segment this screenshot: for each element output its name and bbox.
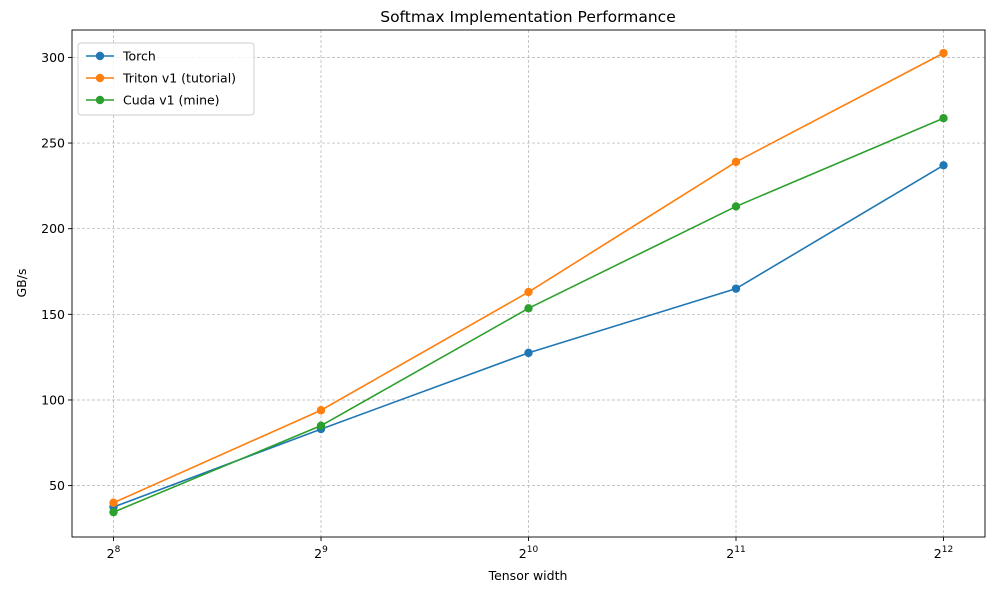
data-point	[939, 114, 948, 123]
chart-title: Softmax Implementation Performance	[380, 8, 676, 26]
y-tick-label: 50	[49, 478, 65, 493]
x-tick-label: 210	[519, 545, 539, 561]
x-tick-label: 29	[314, 545, 328, 561]
y-tick-label: 100	[41, 392, 65, 407]
y-tick-label: 150	[41, 307, 65, 322]
legend-swatch-marker	[95, 95, 105, 105]
grid-lines	[72, 30, 985, 537]
data-point	[731, 157, 741, 167]
y-tick-label: 300	[41, 50, 65, 65]
legend: Torch Triton v1 (tutorial) Cuda v1 (mine)	[77, 42, 255, 116]
series-lines	[109, 48, 948, 517]
data-point	[524, 304, 533, 313]
series-triton-v1-tutorial	[109, 48, 948, 507]
legend-label: Torch	[122, 49, 156, 64]
x-tick-label: 211	[726, 545, 745, 561]
x-tick-label: 212	[934, 545, 953, 561]
data-point	[939, 161, 948, 170]
data-point	[731, 202, 741, 211]
legend-box	[77, 42, 255, 116]
data-point	[316, 406, 326, 415]
legend-label: Cuda v1 (mine)	[123, 93, 220, 108]
data-point	[939, 48, 948, 58]
x-tick-label: 28	[107, 545, 121, 561]
data-point	[109, 507, 118, 517]
y-tick-label: 250	[41, 136, 65, 151]
data-point	[316, 421, 326, 430]
y-axis-ticks: 50 100 150 200 250 300	[41, 50, 72, 493]
y-axis-label: GB/s	[14, 269, 29, 298]
data-point	[731, 284, 741, 293]
x-axis-label: Tensor width	[488, 568, 568, 583]
legend-swatch-marker	[95, 73, 105, 83]
data-point	[109, 498, 118, 507]
data-point	[524, 348, 533, 358]
legend-label: Triton v1 (tutorial)	[122, 71, 236, 86]
x-axis-ticks: 28 29 210 211 212	[107, 537, 953, 561]
y-tick-label: 200	[41, 221, 65, 236]
series-cuda-v1-mine	[109, 114, 948, 517]
legend-swatch-marker	[95, 51, 105, 61]
data-point	[524, 287, 533, 297]
